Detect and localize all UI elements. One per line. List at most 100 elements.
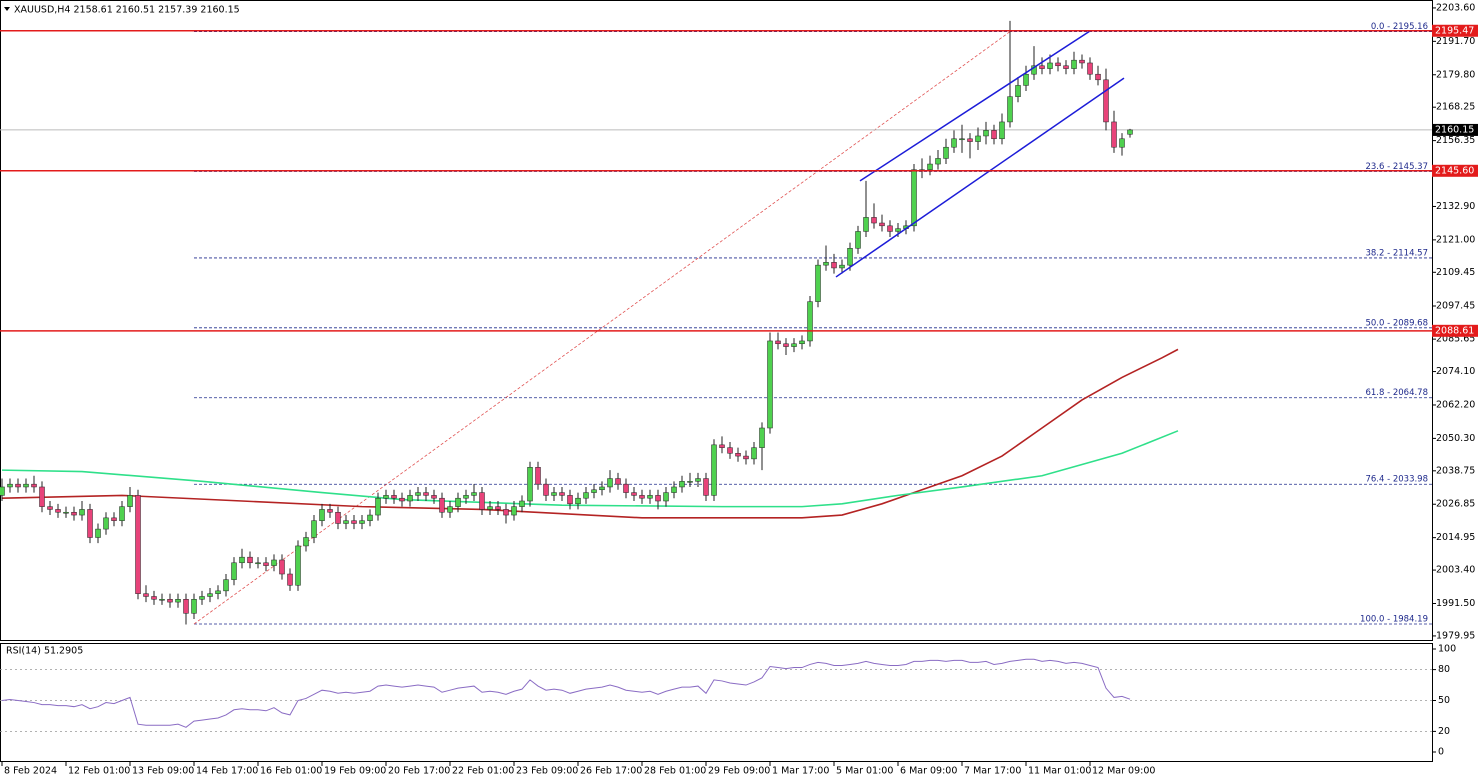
candle-body xyxy=(255,562,261,565)
x-tick-label: 13 Feb 09:00 xyxy=(132,766,194,777)
candle-body xyxy=(391,495,397,499)
y-tick-label: 2026.85 xyxy=(1436,499,1475,510)
candle-body xyxy=(511,506,517,516)
candle-body xyxy=(223,579,229,592)
candle-body xyxy=(503,509,509,516)
x-tick-label: 29 Feb 09:00 xyxy=(708,766,770,777)
candle-body xyxy=(663,492,669,502)
y-tick-label: 2132.90 xyxy=(1436,201,1475,212)
level-label: 2195.47 xyxy=(1435,25,1474,36)
y-tick-label: 2085.65 xyxy=(1436,334,1475,345)
candle-body xyxy=(535,467,541,485)
candle-body xyxy=(287,573,293,586)
rsi-tick-label: 80 xyxy=(1438,664,1450,675)
candle-body xyxy=(1039,65,1045,69)
candle-body xyxy=(31,483,37,488)
x-tick-label: 23 Feb 09:00 xyxy=(516,766,578,777)
candle-body xyxy=(751,447,757,460)
candle-body xyxy=(1023,73,1029,86)
candle-body xyxy=(1127,129,1133,135)
candle-body xyxy=(247,556,253,564)
candle-body xyxy=(399,497,405,502)
candle-body xyxy=(559,492,565,496)
candle-body xyxy=(351,520,357,524)
level-label-box xyxy=(1432,164,1478,177)
candle-body xyxy=(975,135,981,142)
candle-body xyxy=(959,138,965,141)
candle-body xyxy=(575,497,581,505)
candle-body xyxy=(439,497,445,513)
candle-body xyxy=(591,489,597,493)
candle-body xyxy=(639,495,645,499)
candle-body xyxy=(823,262,829,266)
front-layer: 2195.47 2145.60 2088.61 2160.15 xyxy=(0,24,1478,337)
rsi-tick-label: 50 xyxy=(1438,695,1450,706)
candle-body xyxy=(743,455,749,460)
candle-body xyxy=(855,231,861,249)
candle-body xyxy=(375,497,381,516)
x-tick-label: 11 Mar 01:00 xyxy=(1028,766,1091,777)
candle-body xyxy=(471,492,477,496)
level-label: 2088.61 xyxy=(1435,325,1474,336)
candle-body xyxy=(135,495,141,594)
candle-body xyxy=(1087,62,1093,75)
fib-label: 50.0 - 2089.68 xyxy=(1365,318,1428,328)
candle-body xyxy=(871,217,877,224)
candle-body xyxy=(815,264,821,302)
fib-label: 0.0 - 2195.16 xyxy=(1371,22,1428,32)
y-tick-label: 2074.10 xyxy=(1436,366,1475,377)
candle-body xyxy=(967,138,973,142)
main-layer xyxy=(0,20,1133,728)
candle-body xyxy=(1063,65,1069,69)
fib-label: 23.6 - 2145.37 xyxy=(1365,162,1428,172)
y-tick-label: 1979.95 xyxy=(1436,630,1475,641)
y-tick-label: 2179.80 xyxy=(1436,69,1475,80)
candle-body xyxy=(543,483,549,496)
candle-body xyxy=(71,511,77,516)
candle-body xyxy=(623,483,629,493)
candle-body xyxy=(727,447,733,454)
candle-body xyxy=(551,492,557,496)
x-tick-label: 16 Feb 01:00 xyxy=(260,766,322,777)
candle-body xyxy=(447,506,453,513)
y-tick-label: 2203.60 xyxy=(1436,2,1475,13)
candle-body xyxy=(1007,96,1013,123)
candle-body xyxy=(239,556,245,564)
candle-body xyxy=(343,520,349,524)
candle-body xyxy=(687,481,693,483)
candle-body xyxy=(799,340,805,345)
candle-body xyxy=(127,495,133,507)
candle-body xyxy=(183,599,189,614)
candle-body xyxy=(583,492,589,499)
candle-body xyxy=(895,228,901,232)
candle-body xyxy=(1103,79,1109,123)
candle-body xyxy=(39,486,45,507)
candle-body xyxy=(1047,62,1053,69)
y-tick-label: 2109.45 xyxy=(1436,267,1475,278)
x-tick-label: 22 Feb 01:00 xyxy=(452,766,514,777)
fib-label: 76.4 - 2033.98 xyxy=(1365,475,1428,485)
fib-label: 38.2 - 2114.57 xyxy=(1365,248,1428,258)
candle-body xyxy=(383,495,389,499)
candle-body xyxy=(519,500,525,507)
candle-body xyxy=(463,495,469,499)
candle-body xyxy=(695,478,701,482)
x-tick-label: 12 Mar 09:00 xyxy=(1092,766,1155,777)
candle-body xyxy=(159,599,165,601)
candle-body xyxy=(983,130,989,137)
y-tick-label: 2038.75 xyxy=(1436,465,1475,476)
candle-body xyxy=(167,599,173,603)
x-tick-label: 6 Mar 09:00 xyxy=(900,766,957,777)
x-tick-label: 1 Mar 17:00 xyxy=(772,766,829,777)
candle-body xyxy=(527,467,533,502)
channel-line xyxy=(859,30,1091,182)
candle-body xyxy=(423,492,429,496)
title-arrow xyxy=(4,7,10,11)
candle-body xyxy=(759,427,765,448)
rsi-panel xyxy=(0,643,1433,762)
candle-body xyxy=(1119,138,1125,148)
candle-body xyxy=(23,483,29,488)
candle-body xyxy=(887,225,893,232)
fib-label: 100.0 - 1984.19 xyxy=(1360,615,1428,625)
price-panel xyxy=(0,0,1433,641)
